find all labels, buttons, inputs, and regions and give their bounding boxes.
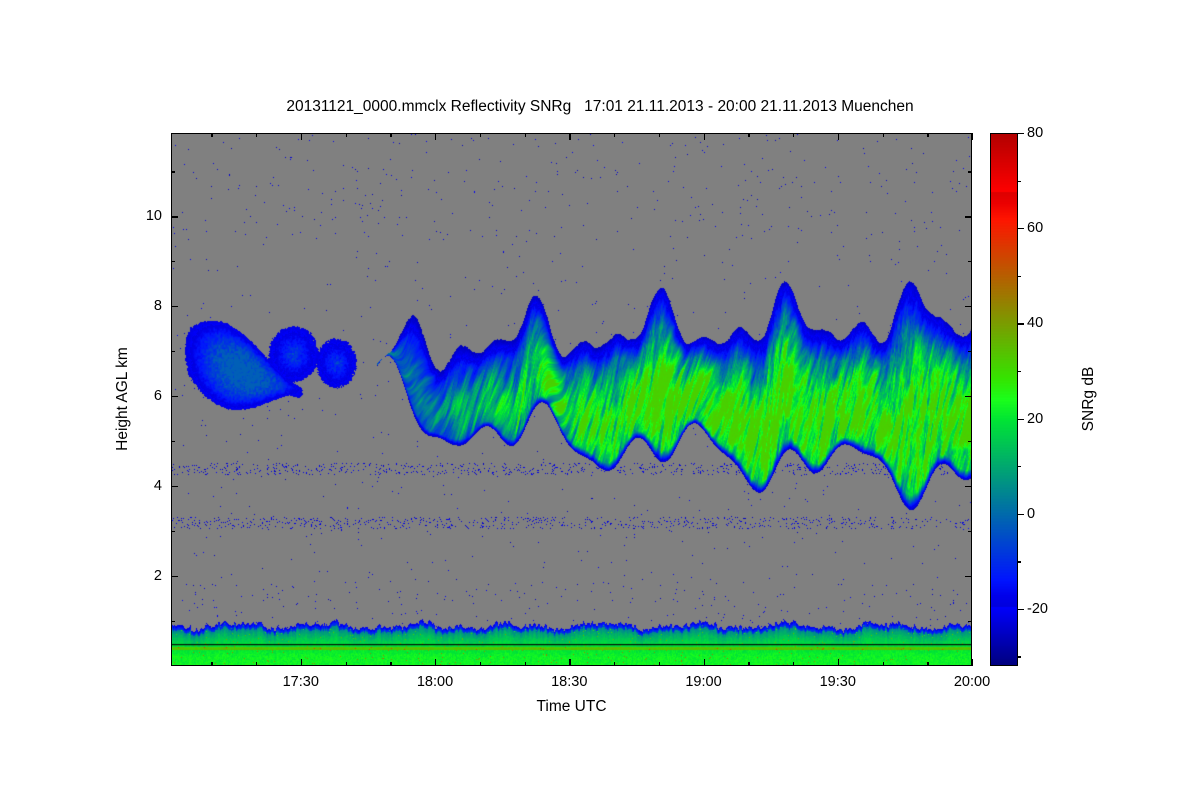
colorbar-tick-minor: [1018, 370, 1021, 373]
colorbar-label: SNRg dB: [1080, 366, 1097, 432]
y-tick-minor: [171, 441, 175, 443]
y-tick-minor: [171, 531, 175, 533]
x-tick-major-top: [703, 133, 705, 140]
x-tick-label: 19:30: [819, 674, 856, 690]
x-tick-major: [300, 659, 303, 666]
colorbar-tick-minor: [1018, 656, 1021, 658]
y-tick-label: 6: [153, 388, 162, 405]
colorbar-tick-minor: [1018, 180, 1021, 182]
y-tick-label: 2: [153, 568, 162, 585]
y-tick-major: [171, 576, 178, 578]
plot-area[interactable]: [171, 133, 972, 666]
x-tick-minor-top: [748, 133, 750, 137]
colorbar-tick-major: [1018, 608, 1024, 611]
y-tick-minor: [171, 351, 175, 353]
colorbar-tick-major: [1018, 323, 1024, 325]
x-tick-major-top: [837, 133, 840, 140]
x-tick-minor-top: [479, 133, 482, 137]
x-tick-label: 17:30: [282, 674, 319, 690]
y-tick-label: 8: [153, 298, 162, 315]
y-tick-minor-right: [968, 531, 972, 533]
x-axis-label: Time UTC: [536, 698, 607, 715]
x-tick-minor: [256, 662, 258, 666]
colorbar-tick-label: 0: [1027, 505, 1036, 522]
x-tick-major-top: [569, 133, 571, 140]
y-tick-minor: [171, 171, 175, 173]
y-tick-major-right: [965, 396, 972, 398]
y-tick-label: 10: [145, 208, 162, 225]
colorbar-tick-label: 60: [1027, 220, 1044, 237]
colorbar-tick-major: [1018, 513, 1024, 515]
x-tick-minor: [748, 662, 750, 666]
y-tick-major: [171, 486, 178, 488]
x-tick-minor: [614, 662, 616, 666]
x-tick-label: 18:30: [551, 674, 588, 690]
x-tick-minor: [345, 662, 347, 666]
y-axis-label: Height AGL km: [114, 347, 131, 451]
x-tick-minor-top: [792, 133, 795, 137]
x-tick-major: [435, 659, 437, 666]
x-tick-minor-top: [256, 133, 258, 137]
reflectivity-heatmap: [172, 134, 971, 665]
x-tick-minor: [524, 662, 526, 666]
x-tick-minor: [390, 662, 392, 666]
x-tick-major-top: [972, 133, 974, 140]
colorbar-tick-label: 80: [1027, 125, 1044, 141]
y-tick-major: [171, 396, 178, 398]
colorbar-tick-major: [1018, 418, 1024, 420]
x-tick-minor: [882, 662, 884, 666]
x-tick-major: [569, 659, 571, 666]
x-tick-label: 19:00: [685, 674, 722, 690]
x-tick-minor-top: [927, 133, 929, 137]
y-tick-major-right: [965, 306, 972, 308]
colorbar[interactable]: [990, 133, 1018, 666]
x-tick-minor-top: [614, 133, 616, 137]
x-tick-major: [703, 659, 705, 666]
y-tick-major: [171, 216, 178, 218]
colorbar-tick-label: 20: [1027, 410, 1044, 427]
y-tick-major-right: [965, 576, 972, 578]
x-tick-minor-top: [524, 133, 526, 137]
x-tick-minor-top: [658, 133, 661, 137]
colorbar-gradient: [991, 134, 1017, 665]
colorbar-tick-major: [1018, 133, 1024, 135]
x-tick-minor: [658, 662, 661, 666]
colorbar-tick-minor: [1018, 561, 1021, 563]
x-tick-minor-top: [390, 133, 392, 137]
x-tick-major-top: [435, 133, 437, 140]
y-tick-minor-right: [968, 351, 972, 353]
colorbar-tick-minor: [1018, 466, 1021, 468]
y-tick-minor-right: [968, 441, 972, 443]
plot-title: 20131121_0000.mmclx Reflectivity SNRg 17…: [286, 98, 914, 115]
y-tick-minor-right: [968, 171, 972, 173]
x-tick-major-top: [300, 133, 303, 140]
x-tick-label: 18:00: [416, 674, 454, 690]
colorbar-tick-major: [1018, 228, 1024, 230]
x-tick-label: 20:00: [953, 674, 991, 690]
x-tick-minor: [211, 662, 213, 666]
y-tick-minor: [171, 261, 175, 263]
y-tick-major-right: [965, 216, 972, 218]
y-tick-major: [171, 306, 178, 308]
x-tick-minor: [792, 662, 795, 666]
y-tick-label: 4: [153, 478, 162, 495]
y-tick-minor: [171, 621, 175, 623]
colorbar-tick-label: 40: [1027, 315, 1044, 332]
x-tick-minor: [479, 662, 482, 666]
x-tick-minor-top: [882, 133, 884, 137]
colorbar-tick-label: -20: [1027, 600, 1048, 617]
x-tick-minor-top: [211, 133, 213, 137]
x-tick-minor-top: [345, 133, 347, 137]
colorbar-tick-minor: [1018, 275, 1021, 278]
x-tick-major: [972, 659, 974, 666]
x-tick-major: [837, 659, 840, 666]
y-tick-major-right: [965, 486, 972, 488]
x-tick-minor: [927, 662, 929, 666]
y-tick-minor-right: [968, 261, 972, 263]
y-tick-minor-right: [968, 621, 972, 623]
